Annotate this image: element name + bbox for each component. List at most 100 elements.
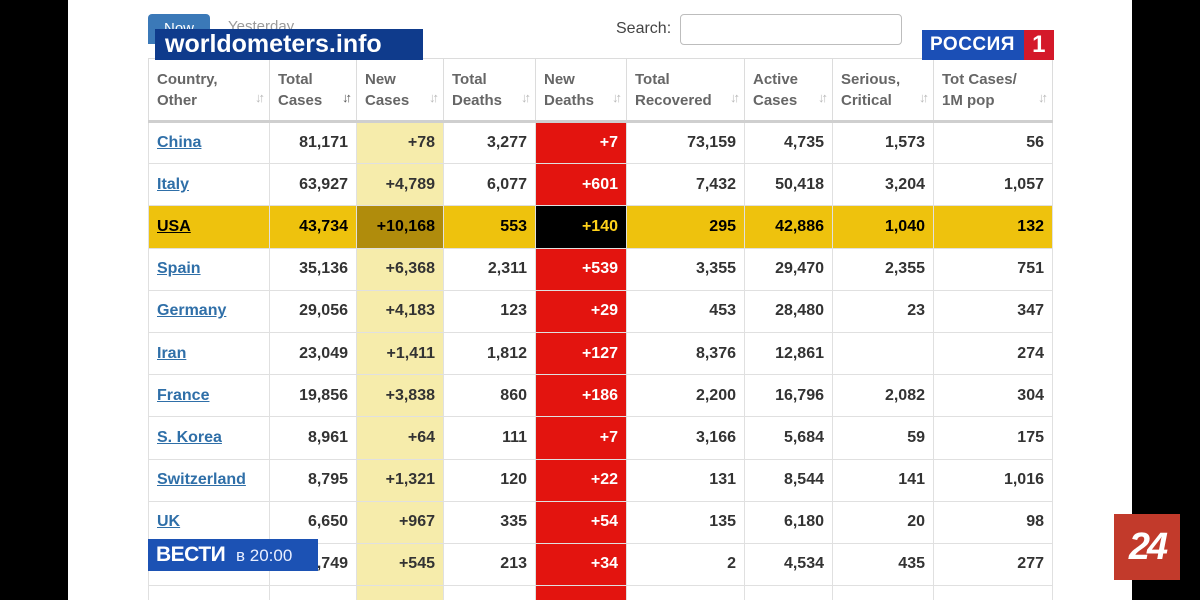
cell-serious-critical bbox=[832, 585, 934, 600]
table-row bbox=[148, 585, 1053, 600]
column-header-total-recovered[interactable]: Total Recovered ↓↑ bbox=[626, 58, 745, 123]
column-header-label: Cases bbox=[753, 91, 798, 109]
country-link[interactable]: UK bbox=[157, 513, 181, 531]
cell-new-deaths: +7 bbox=[535, 120, 627, 165]
coronavirus-table: Country, Other ↓↑ Total Cases ↓↑ New Cases ↓↑ Tot… bbox=[148, 58, 1053, 600]
column-header-new-deaths[interactable]: New Deaths ↓↑ bbox=[535, 58, 627, 123]
sort-icon[interactable]: ↓↑ bbox=[521, 90, 531, 105]
column-header-tot-cases-per-1m[interactable]: Tot Cases/1M pop ↓↑ bbox=[933, 58, 1053, 123]
column-header-active-cases[interactable]: Active Cases ↓↑ bbox=[744, 58, 833, 123]
cell-new-cases: +3,838 bbox=[356, 374, 444, 418]
column-header-new-cases[interactable]: New Cases ↓↑ bbox=[356, 58, 444, 123]
column-header-label: New bbox=[544, 70, 575, 88]
cell-country: USA bbox=[148, 205, 270, 249]
cell-total-recovered: 295 bbox=[626, 205, 745, 249]
program-time: в 20:00 bbox=[235, 546, 293, 565]
cell-total-cases: 19,856 bbox=[269, 374, 357, 418]
cell-serious-critical: 2,082 bbox=[832, 374, 934, 418]
sort-icon[interactable]: ↓↑ bbox=[255, 90, 265, 105]
cell-serious-critical: 59 bbox=[832, 416, 934, 460]
sort-icon[interactable]: ↓↑ bbox=[818, 90, 828, 105]
cell-total-recovered: 8,376 bbox=[626, 331, 745, 376]
table-row: Iran 23,049 +1,411 1,812 +127 8,376 12,861 274 bbox=[148, 331, 1053, 376]
country-link[interactable]: Iran bbox=[157, 344, 187, 362]
cell-total-cases: 6,650 bbox=[269, 500, 357, 544]
cell-active-cases: 16,796 bbox=[744, 374, 833, 418]
cell-new-cases: +4,789 bbox=[356, 163, 444, 207]
cell-total-recovered bbox=[626, 585, 745, 600]
cell-active-cases: 29,470 bbox=[744, 247, 833, 291]
country-link[interactable]: China bbox=[157, 134, 202, 152]
channel-24-badge: 24 bbox=[1114, 514, 1180, 580]
cell-serious-critical: 3,204 bbox=[832, 163, 934, 207]
country-link[interactable]: S. Korea bbox=[157, 428, 222, 446]
search-label: Search: bbox=[616, 20, 672, 37]
cell-tot-cases-per-1m: 56 bbox=[933, 120, 1053, 165]
column-header-total-cases[interactable]: Total Cases ↓↑ bbox=[269, 58, 357, 123]
sort-icon[interactable]: ↓↑ bbox=[730, 90, 740, 105]
cell-country: Germany bbox=[148, 289, 270, 333]
cell-tot-cases-per-1m: 132 bbox=[933, 205, 1053, 249]
cell-total-recovered: 2 bbox=[626, 542, 745, 587]
cell-total-deaths: 553 bbox=[443, 205, 536, 249]
cell-new-deaths: +539 bbox=[535, 247, 627, 291]
column-header-label: Total bbox=[278, 70, 313, 88]
column-header-label: Total bbox=[635, 70, 670, 88]
cell-tot-cases-per-1m: 1,016 bbox=[933, 458, 1053, 502]
cell-total-cases bbox=[269, 585, 357, 600]
country-link[interactable]: Switzerland bbox=[157, 471, 246, 489]
cell-tot-cases-per-1m: 277 bbox=[933, 542, 1053, 587]
sort-icon[interactable]: ↓↑ bbox=[429, 90, 439, 105]
sort-icon[interactable]: ↓↑ bbox=[342, 90, 352, 105]
cell-total-deaths: 1,812 bbox=[443, 331, 536, 376]
table-header-row: Country, Other ↓↑ Total Cases ↓↑ New Cases ↓↑ Tot… bbox=[148, 58, 1053, 123]
cell-serious-critical: 435 bbox=[832, 542, 934, 587]
column-header-total-deaths[interactable]: Total Deaths ↓↑ bbox=[443, 58, 536, 123]
cell-active-cases: 4,534 bbox=[744, 542, 833, 587]
country-link[interactable]: USA bbox=[157, 217, 191, 235]
cell-total-recovered: 2,200 bbox=[626, 374, 745, 418]
country-link[interactable]: Germany bbox=[157, 302, 227, 320]
cell-new-cases: +4,183 bbox=[356, 289, 444, 333]
cell-new-deaths: +7 bbox=[535, 416, 627, 460]
column-header-label: Tot Cases/ bbox=[942, 70, 1017, 88]
column-header-label: Recovered bbox=[635, 91, 712, 109]
cell-new-cases: +6,368 bbox=[356, 247, 444, 291]
search-input[interactable] bbox=[680, 14, 902, 45]
sort-icon[interactable]: ↓↑ bbox=[919, 90, 929, 105]
cell-total-cases: 29,056 bbox=[269, 289, 357, 333]
sort-icon[interactable]: ↓↑ bbox=[612, 90, 622, 105]
cell-serious-critical bbox=[832, 331, 934, 376]
sort-icon[interactable]: ↓↑ bbox=[1038, 90, 1048, 105]
country-link[interactable]: Spain bbox=[157, 260, 201, 278]
cell-serious-critical: 23 bbox=[832, 289, 934, 333]
country-link[interactable]: Italy bbox=[157, 175, 190, 193]
cell-active-cases: 5,684 bbox=[744, 416, 833, 460]
country-link[interactable]: France bbox=[157, 386, 210, 404]
column-header-label: Critical bbox=[841, 91, 892, 109]
table-body: China 81,171 +78 3,277 +7 73,159 4,735 1,573 56 I… bbox=[148, 120, 1053, 600]
cell-country: Switzerland bbox=[148, 458, 270, 502]
program-name: ВЕСТИ bbox=[156, 543, 226, 566]
cell-tot-cases-per-1m: 347 bbox=[933, 289, 1053, 333]
column-header-serious-critical[interactable]: Serious, Critical ↓↑ bbox=[832, 58, 934, 123]
column-header-label: Active bbox=[753, 70, 799, 88]
cell-total-cases: 63,927 bbox=[269, 163, 357, 207]
cell-total-recovered: 135 bbox=[626, 500, 745, 544]
cell-total-cases: 35,136 bbox=[269, 247, 357, 291]
cell-serious-critical: 20 bbox=[832, 500, 934, 544]
cell-new-cases: +545 bbox=[356, 542, 444, 587]
cell-tot-cases-per-1m: 175 bbox=[933, 416, 1053, 460]
cell-tot-cases-per-1m: 1,057 bbox=[933, 163, 1053, 207]
column-header-country[interactable]: Country, Other ↓↑ bbox=[148, 58, 270, 123]
cell-tot-cases-per-1m: 751 bbox=[933, 247, 1053, 291]
cell-total-deaths: 120 bbox=[443, 458, 536, 502]
table-row: France 19,856 +3,838 860 +186 2,200 16,796 2,08… bbox=[148, 374, 1053, 418]
cell-new-deaths: +140 bbox=[535, 205, 627, 249]
table-row: Germany 29,056 +4,183 123 +29 453 28,480 23 347 bbox=[148, 289, 1053, 333]
cell-active-cases: 6,180 bbox=[744, 500, 833, 544]
table-row: Spain 35,136 +6,368 2,311 +539 3,355 29,470 2,3… bbox=[148, 247, 1053, 291]
page: Now Yesterday Search: Country,Other↓↑Tot… bbox=[68, 0, 1132, 600]
cell-total-deaths: 860 bbox=[443, 374, 536, 418]
cell-total-deaths: 2,311 bbox=[443, 247, 536, 291]
